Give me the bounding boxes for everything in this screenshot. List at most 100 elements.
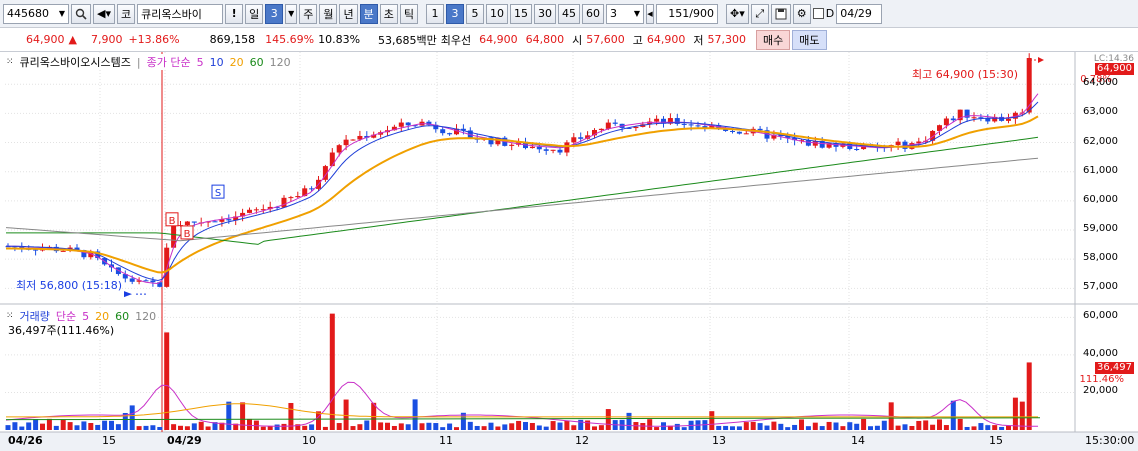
volume-bar: [730, 426, 735, 430]
period-tick-button[interactable]: 틱: [399, 3, 418, 24]
period-second-button[interactable]: 초: [379, 3, 398, 24]
stock-code-input[interactable]: 445680 ▼: [3, 3, 69, 24]
candle-body: [184, 221, 190, 226]
volume-bar: [523, 421, 528, 430]
search-button[interactable]: [71, 3, 91, 24]
x-axis-label: 15: [989, 434, 1003, 447]
sound-button[interactable]: ◀▾: [93, 3, 115, 24]
period-num-label: 3: [270, 7, 278, 20]
volume-bar: [295, 424, 301, 430]
interval-45-button[interactable]: 45: [557, 3, 580, 24]
period-dropdown[interactable]: ▼: [285, 3, 298, 24]
scroll-left-button[interactable]: ◀: [645, 3, 654, 24]
interval-60-button[interactable]: 60: [581, 3, 604, 24]
gear-icon: ⚙: [796, 7, 807, 20]
period-day-button[interactable]: 일: [245, 3, 264, 24]
period-month-button[interactable]: 월: [319, 3, 338, 24]
vol-ma-120-label: 120: [135, 309, 157, 323]
volume-bar: [419, 423, 425, 430]
volume-bar: [378, 422, 384, 430]
period-day-label: 일: [249, 7, 260, 21]
volume-bar: [557, 422, 563, 430]
volume-bar: [881, 420, 887, 430]
volume-tick-label: 40,000: [1083, 347, 1118, 359]
count-field[interactable]: 151 /900: [655, 3, 718, 24]
candle-body: [592, 129, 597, 136]
volume-tick-label: 20,000: [1083, 385, 1118, 397]
interval-30-button[interactable]: 30: [533, 3, 556, 24]
candle-body: [805, 140, 811, 146]
candlestick-chart[interactable]: BB S: [0, 52, 1138, 451]
volume-bar: [1012, 397, 1018, 430]
best-ask: 64,900: [479, 33, 518, 46]
alert-button[interactable]: !: [225, 3, 244, 24]
volume-bar: [488, 422, 494, 430]
vol-ma-60-label: 60: [115, 309, 130, 323]
chevron-left-icon: ◀: [647, 9, 653, 18]
candle-body: [81, 250, 87, 258]
save-button[interactable]: [770, 3, 791, 24]
period-week-button[interactable]: 주: [299, 3, 318, 24]
candle-body: [695, 125, 701, 127]
volume-bar: [205, 426, 211, 430]
volume-bar: [212, 422, 218, 430]
chart-toolbar: 445680 ▼ ◀▾ 코 큐리옥스바이 ! 일 3 ▼ 주 월 년 분 초 틱…: [0, 0, 1138, 28]
candle-body: [564, 142, 570, 153]
crosshair-button[interactable]: ✥▾: [725, 3, 749, 24]
settings-button[interactable]: ⚙: [792, 3, 811, 24]
volume-bar: [647, 419, 653, 430]
custom-interval-value: 3: [609, 7, 617, 20]
price-legend: ⁙ 큐리옥스바이오시스템즈 | 종가 단순 5 10 20 60 120: [4, 54, 293, 70]
candle-body: [667, 118, 673, 124]
custom-interval-select[interactable]: 3 ▼: [605, 3, 644, 24]
interval-10-button[interactable]: 10: [485, 3, 508, 24]
x-axis-label: 12: [575, 434, 589, 447]
interval-5-button[interactable]: 5: [465, 3, 484, 24]
volume-bar: [46, 418, 52, 430]
volume-bar: [143, 425, 149, 430]
volume-bar: [943, 425, 949, 430]
volume-bar: [474, 425, 480, 430]
high-label: 고: [632, 33, 643, 47]
candle-body: [336, 145, 342, 153]
candle-body: [157, 282, 163, 287]
volume-bar: [792, 424, 798, 430]
candle-body: [488, 137, 494, 145]
market-badge[interactable]: 코: [116, 3, 136, 24]
date-input[interactable]: 04/29: [836, 3, 883, 24]
interval-3-button[interactable]: 3: [445, 3, 464, 24]
date-checkbox[interactable]: [812, 8, 824, 19]
trade-amount: 53,685백만: [378, 33, 437, 47]
candle-body: [88, 251, 94, 258]
count-value: 151: [668, 7, 690, 20]
period-num-button[interactable]: 3: [265, 3, 284, 24]
volume-bar: [129, 405, 135, 430]
interval-label: 1: [431, 7, 439, 20]
volume-bar: [405, 424, 411, 430]
indicator-button[interactable]: ⤢: [750, 3, 769, 24]
volume-bar: [40, 423, 45, 430]
signal-label: B: [169, 216, 176, 227]
volume-bar: [150, 425, 156, 430]
ma-120-line: [5, 157, 1039, 242]
volume-bar: [115, 424, 121, 430]
date-value: 04/29: [840, 7, 872, 20]
buy-button[interactable]: 매수: [756, 29, 791, 50]
interval-15-button[interactable]: 15: [509, 3, 532, 24]
quote-bar: 64,900 ▲ 7,900 +13.86% 869,158 145.69% 1…: [0, 28, 1138, 52]
interval-1-button[interactable]: 1: [425, 3, 444, 24]
period-year-button[interactable]: 년: [339, 3, 358, 24]
candle-body: [674, 118, 680, 124]
low-marker-label: 최저 56,800 (15:18): [16, 277, 123, 293]
sell-button[interactable]: 매도: [792, 29, 827, 50]
candle-body: [447, 133, 453, 135]
stock-name-field[interactable]: 큐리옥스바이: [137, 3, 224, 24]
period-minute-button[interactable]: 분: [359, 3, 378, 24]
last-price-tag: 64,900: [1095, 63, 1134, 75]
candle-body: [950, 118, 956, 121]
volume-bar: [322, 426, 328, 430]
candle-body: [930, 130, 936, 141]
open-price: 57,600: [586, 33, 625, 46]
volume-bar: [102, 420, 108, 430]
